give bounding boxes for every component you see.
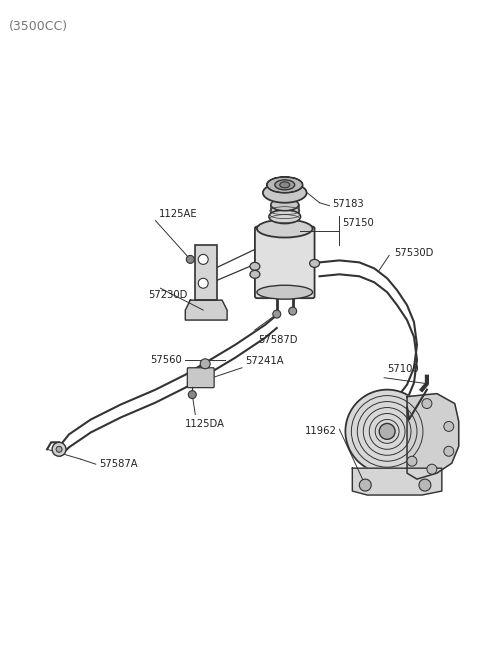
Text: 57230D: 57230D — [148, 290, 188, 300]
Text: 57100: 57100 — [387, 364, 419, 374]
Text: 1125AE: 1125AE — [158, 209, 197, 219]
Ellipse shape — [257, 219, 312, 238]
Circle shape — [273, 310, 281, 318]
Circle shape — [422, 399, 432, 409]
Circle shape — [427, 464, 437, 474]
Ellipse shape — [250, 271, 260, 278]
Polygon shape — [61, 315, 277, 455]
Polygon shape — [185, 300, 227, 320]
Circle shape — [56, 446, 62, 452]
Text: 57530D: 57530D — [394, 248, 433, 259]
Ellipse shape — [310, 259, 320, 267]
Text: 57150: 57150 — [342, 217, 374, 227]
Polygon shape — [407, 394, 459, 479]
Text: 11962: 11962 — [305, 426, 336, 436]
FancyBboxPatch shape — [187, 367, 214, 388]
Circle shape — [346, 390, 429, 473]
Circle shape — [198, 278, 208, 288]
Circle shape — [407, 457, 417, 466]
Bar — [271, 205, 299, 219]
Bar — [195, 246, 217, 300]
Circle shape — [444, 421, 454, 432]
Text: 57183: 57183 — [333, 198, 364, 209]
Circle shape — [188, 390, 196, 399]
Ellipse shape — [257, 285, 312, 299]
Circle shape — [198, 254, 208, 265]
Ellipse shape — [267, 177, 302, 193]
Circle shape — [288, 307, 297, 315]
Text: 57241A: 57241A — [245, 356, 284, 365]
Circle shape — [444, 446, 454, 457]
Polygon shape — [352, 468, 442, 495]
Polygon shape — [320, 261, 417, 407]
Ellipse shape — [269, 210, 300, 223]
Text: 57587D: 57587D — [258, 335, 298, 345]
Ellipse shape — [275, 180, 295, 190]
FancyBboxPatch shape — [255, 227, 314, 298]
Text: 1125DA: 1125DA — [185, 419, 225, 430]
Circle shape — [419, 479, 431, 491]
Ellipse shape — [280, 182, 290, 188]
Circle shape — [186, 255, 194, 263]
Text: (3500CC): (3500CC) — [9, 20, 69, 33]
Text: 57587A: 57587A — [99, 459, 137, 469]
Circle shape — [52, 442, 66, 457]
Ellipse shape — [250, 263, 260, 271]
Circle shape — [360, 479, 371, 491]
Circle shape — [200, 359, 210, 369]
Ellipse shape — [263, 183, 307, 203]
Ellipse shape — [271, 198, 299, 211]
Text: 57560: 57560 — [151, 355, 182, 365]
Circle shape — [379, 423, 395, 440]
